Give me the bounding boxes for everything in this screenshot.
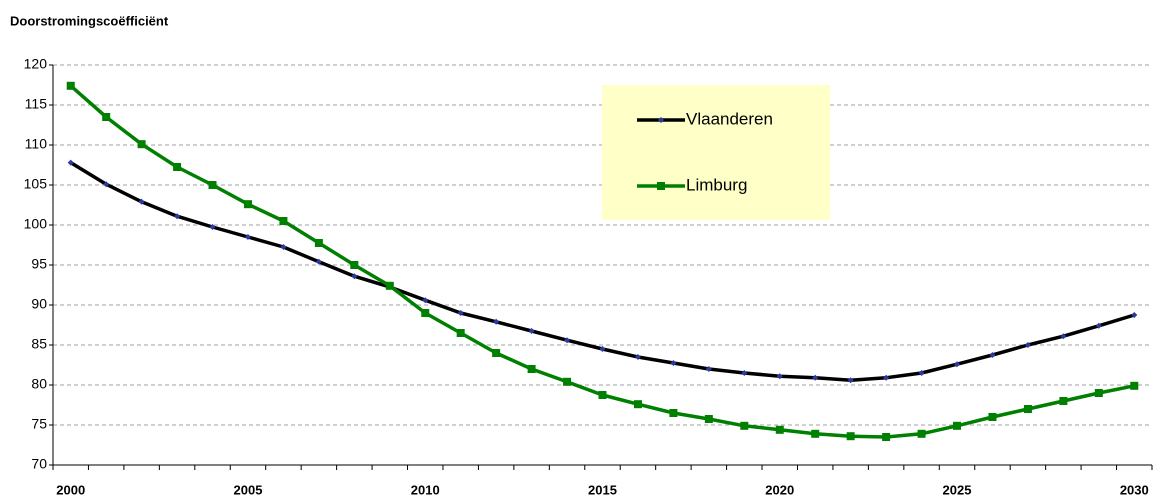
- legend-box: [602, 85, 830, 220]
- marker: [776, 373, 783, 380]
- marker: [102, 113, 111, 121]
- marker: [315, 258, 322, 265]
- y-tick-label: 70: [31, 456, 47, 472]
- y-tick-label: 105: [24, 176, 48, 192]
- marker: [1130, 381, 1139, 390]
- legend-label: Limburg: [686, 175, 747, 194]
- marker: [657, 182, 665, 190]
- marker: [103, 181, 110, 188]
- marker: [564, 337, 571, 344]
- marker: [634, 354, 641, 360]
- marker: [421, 309, 430, 317]
- marker: [385, 281, 394, 290]
- x-tick-label: 2025: [943, 482, 972, 497]
- marker: [492, 349, 501, 357]
- marker: [882, 433, 891, 441]
- marker: [1060, 333, 1067, 340]
- marker: [988, 413, 997, 421]
- marker: [314, 239, 323, 247]
- marker: [775, 425, 784, 434]
- y-tick-label: 120: [24, 56, 48, 72]
- marker: [422, 297, 429, 304]
- marker: [208, 181, 217, 189]
- marker: [811, 429, 820, 438]
- marker: [350, 261, 359, 269]
- chart-title: Doorstromingscoëfficiënt: [10, 13, 169, 28]
- marker: [493, 318, 500, 325]
- marker: [1059, 397, 1068, 405]
- marker: [1023, 405, 1032, 413]
- marker: [599, 346, 606, 352]
- marker: [954, 361, 961, 368]
- y-tick-label: 85: [31, 336, 47, 352]
- marker: [66, 81, 75, 90]
- x-tick-label: 2000: [56, 482, 85, 497]
- marker: [527, 365, 536, 373]
- marker: [883, 374, 890, 381]
- marker: [351, 273, 358, 280]
- marker: [812, 374, 819, 381]
- y-tick-label: 75: [31, 416, 47, 432]
- y-tick-label: 100: [24, 216, 48, 232]
- marker: [953, 421, 962, 430]
- y-tick-label: 110: [25, 136, 48, 152]
- marker: [244, 234, 251, 240]
- marker: [705, 366, 712, 372]
- x-tick-label: 2005: [234, 482, 263, 497]
- marker: [456, 329, 465, 337]
- marker: [598, 391, 607, 399]
- y-tick-label: 95: [31, 256, 47, 272]
- marker: [669, 409, 678, 417]
- marker: [989, 352, 996, 358]
- marker: [847, 377, 854, 384]
- x-tick-label: 2010: [411, 482, 440, 497]
- marker: [633, 400, 642, 409]
- marker: [1131, 312, 1138, 318]
- legend-label: Vlaanderen: [686, 109, 773, 128]
- marker: [670, 360, 677, 366]
- marker: [138, 198, 145, 205]
- y-tick-label: 115: [25, 96, 48, 112]
- marker: [280, 244, 287, 250]
- marker: [528, 328, 535, 334]
- marker: [1024, 342, 1031, 348]
- marker: [243, 200, 252, 209]
- marker: [279, 217, 288, 225]
- marker: [173, 163, 182, 171]
- marker: [457, 310, 464, 316]
- marker: [918, 370, 925, 376]
- x-tick-label: 2020: [765, 482, 794, 497]
- marker: [67, 159, 74, 166]
- marker: [917, 429, 926, 438]
- x-tick-label: 2015: [588, 482, 617, 497]
- marker: [741, 370, 748, 376]
- y-tick-label: 90: [31, 296, 47, 312]
- marker: [137, 140, 146, 149]
- marker: [563, 377, 572, 386]
- y-tick-label: 80: [31, 376, 47, 392]
- marker: [209, 224, 216, 230]
- marker: [704, 415, 713, 423]
- marker: [658, 117, 664, 123]
- marker: [740, 421, 749, 430]
- marker: [1094, 389, 1103, 397]
- marker: [1095, 322, 1102, 329]
- marker: [174, 213, 181, 220]
- x-tick-label: 2030: [1120, 482, 1149, 497]
- marker: [846, 432, 855, 441]
